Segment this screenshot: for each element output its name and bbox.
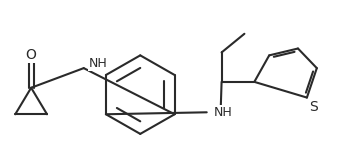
Text: S: S — [310, 100, 318, 114]
Text: NH: NH — [214, 106, 233, 119]
Text: NH: NH — [89, 57, 107, 70]
Text: O: O — [26, 48, 36, 62]
